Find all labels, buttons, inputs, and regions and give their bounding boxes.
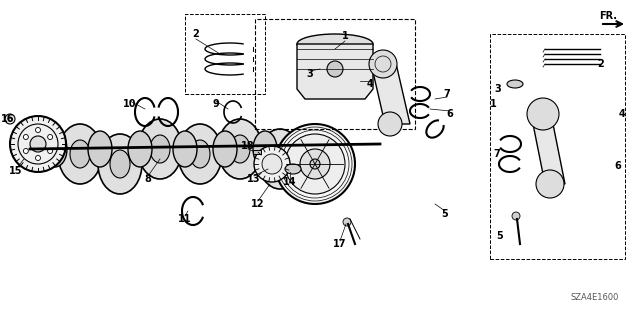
Text: 7: 7 <box>493 149 500 159</box>
Ellipse shape <box>128 131 152 167</box>
Circle shape <box>35 155 40 160</box>
Text: 2: 2 <box>193 29 200 39</box>
Bar <box>185 14 265 94</box>
Text: 3: 3 <box>495 84 501 94</box>
Circle shape <box>378 112 402 136</box>
Text: 13: 13 <box>247 174 260 184</box>
Polygon shape <box>370 59 410 124</box>
Circle shape <box>35 128 40 132</box>
Ellipse shape <box>190 140 210 168</box>
Text: 9: 9 <box>212 99 220 109</box>
Text: 2: 2 <box>598 59 604 69</box>
Ellipse shape <box>58 124 102 184</box>
Text: 6: 6 <box>447 109 453 119</box>
Ellipse shape <box>110 150 130 178</box>
Text: 7: 7 <box>444 89 451 99</box>
Ellipse shape <box>213 131 237 167</box>
Circle shape <box>30 136 46 152</box>
Ellipse shape <box>285 164 301 174</box>
Circle shape <box>536 170 564 198</box>
Bar <box>255 19 415 129</box>
Text: 6: 6 <box>614 161 621 171</box>
Text: 5: 5 <box>442 209 449 219</box>
Circle shape <box>254 146 290 182</box>
Polygon shape <box>297 44 373 99</box>
Ellipse shape <box>70 140 90 168</box>
Circle shape <box>10 116 66 172</box>
Ellipse shape <box>253 131 277 167</box>
Text: FR.: FR. <box>599 11 617 21</box>
Text: 17: 17 <box>333 239 347 249</box>
Polygon shape <box>530 109 565 184</box>
Ellipse shape <box>43 131 67 167</box>
Circle shape <box>262 154 282 174</box>
Ellipse shape <box>88 131 112 167</box>
Ellipse shape <box>150 135 170 163</box>
Text: 1: 1 <box>342 31 348 41</box>
Ellipse shape <box>98 134 142 194</box>
Text: 12: 12 <box>252 199 265 209</box>
Ellipse shape <box>218 119 262 179</box>
Text: 14: 14 <box>284 177 297 187</box>
Circle shape <box>369 50 397 78</box>
Circle shape <box>512 212 520 220</box>
Ellipse shape <box>293 131 317 167</box>
Text: 11: 11 <box>179 214 192 224</box>
Circle shape <box>285 134 345 194</box>
Circle shape <box>24 135 28 139</box>
Ellipse shape <box>270 145 290 173</box>
Text: 18: 18 <box>241 141 255 151</box>
Circle shape <box>275 124 355 204</box>
Circle shape <box>47 135 52 139</box>
Circle shape <box>300 149 330 179</box>
Circle shape <box>47 149 52 153</box>
Ellipse shape <box>230 135 250 163</box>
Bar <box>490 34 625 259</box>
Text: 8: 8 <box>145 174 152 184</box>
Circle shape <box>24 149 28 153</box>
Ellipse shape <box>327 61 343 77</box>
Text: 4: 4 <box>367 79 373 89</box>
Text: 3: 3 <box>307 69 314 79</box>
Text: 5: 5 <box>497 231 504 241</box>
Circle shape <box>310 159 320 169</box>
Ellipse shape <box>173 131 197 167</box>
Ellipse shape <box>178 124 222 184</box>
Bar <box>253 150 261 154</box>
Text: 16: 16 <box>1 114 15 124</box>
Ellipse shape <box>258 129 302 189</box>
Circle shape <box>5 114 15 124</box>
Ellipse shape <box>507 80 523 88</box>
Text: 4: 4 <box>619 109 625 119</box>
Text: 1: 1 <box>490 99 497 109</box>
Circle shape <box>343 218 351 226</box>
Text: 15: 15 <box>9 166 23 176</box>
Ellipse shape <box>138 119 182 179</box>
Text: 10: 10 <box>124 99 137 109</box>
Ellipse shape <box>297 34 373 54</box>
Text: SZA4E1600: SZA4E1600 <box>571 293 619 301</box>
Circle shape <box>527 98 559 130</box>
